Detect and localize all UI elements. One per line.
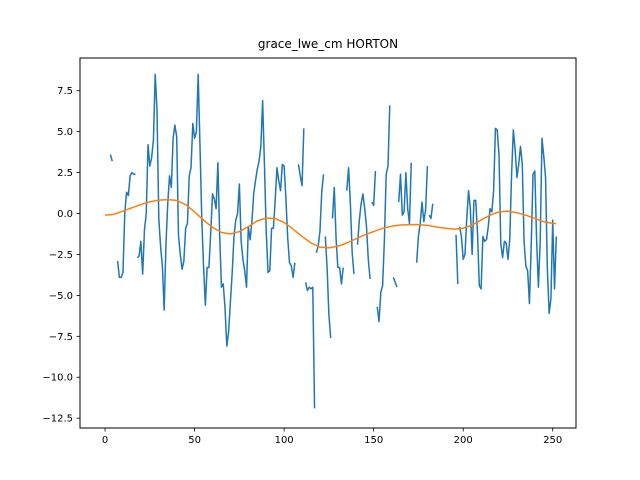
y-tick-label: −10.0 xyxy=(42,373,73,384)
series-0-line-segment-5 xyxy=(315,174,325,254)
y-tick-label: −12.5 xyxy=(42,414,73,425)
series-0-line-segment-3 xyxy=(297,128,305,187)
x-tick-label: 250 xyxy=(543,435,562,446)
y-tick-label: 7.5 xyxy=(57,86,73,97)
series-0-line-segment-12 xyxy=(392,277,398,288)
x-axis: 0 50 100 150 200 250 xyxy=(102,428,562,446)
series-0-line-segment-7 xyxy=(331,186,344,285)
plot-lines xyxy=(105,73,558,409)
y-tick-label: −5.0 xyxy=(49,291,73,302)
series-0-line-segment-10 xyxy=(371,170,377,207)
y-tick-label: −7.5 xyxy=(49,332,73,343)
series-0-line-segment-16 xyxy=(455,234,459,284)
x-tick-label: 200 xyxy=(454,435,473,446)
y-tick-label: −2.5 xyxy=(49,250,73,261)
x-tick-label: 100 xyxy=(275,435,294,446)
series-0-line-segment-17 xyxy=(458,127,558,315)
series-0-line-segment-15 xyxy=(428,203,434,220)
series-0-line-segment-6 xyxy=(324,236,332,339)
series-0-line-segment-4 xyxy=(304,282,316,409)
x-tick-label: 0 xyxy=(102,435,108,446)
chart-title: grace_lwe_cm HORTON xyxy=(258,37,398,51)
x-tick-label: 150 xyxy=(364,435,383,446)
y-tick-label: 0.0 xyxy=(57,209,73,220)
series-0-line-segment-11 xyxy=(376,105,391,323)
series-1-line-segment-0 xyxy=(105,198,557,249)
y-tick-label: 5.0 xyxy=(57,127,73,138)
series-0-line-segment-0 xyxy=(109,154,113,162)
y-axis: 7.5 5.0 2.5 0.0 −2.5 −5.0 −7.5 −10.0 −12.5 xyxy=(42,86,80,425)
series-0-line-segment-9 xyxy=(356,193,371,280)
plot-frame xyxy=(79,57,577,429)
series-0-line-segment-14 xyxy=(415,166,429,263)
y-tick-label: 2.5 xyxy=(57,168,73,179)
series-0-line-segment-1 xyxy=(116,171,136,279)
series-0-line-segment-8 xyxy=(346,166,355,275)
series-0-line-segment-2 xyxy=(136,73,296,347)
series-0-line-segment-13 xyxy=(397,162,413,225)
x-tick-label: 50 xyxy=(188,435,201,446)
